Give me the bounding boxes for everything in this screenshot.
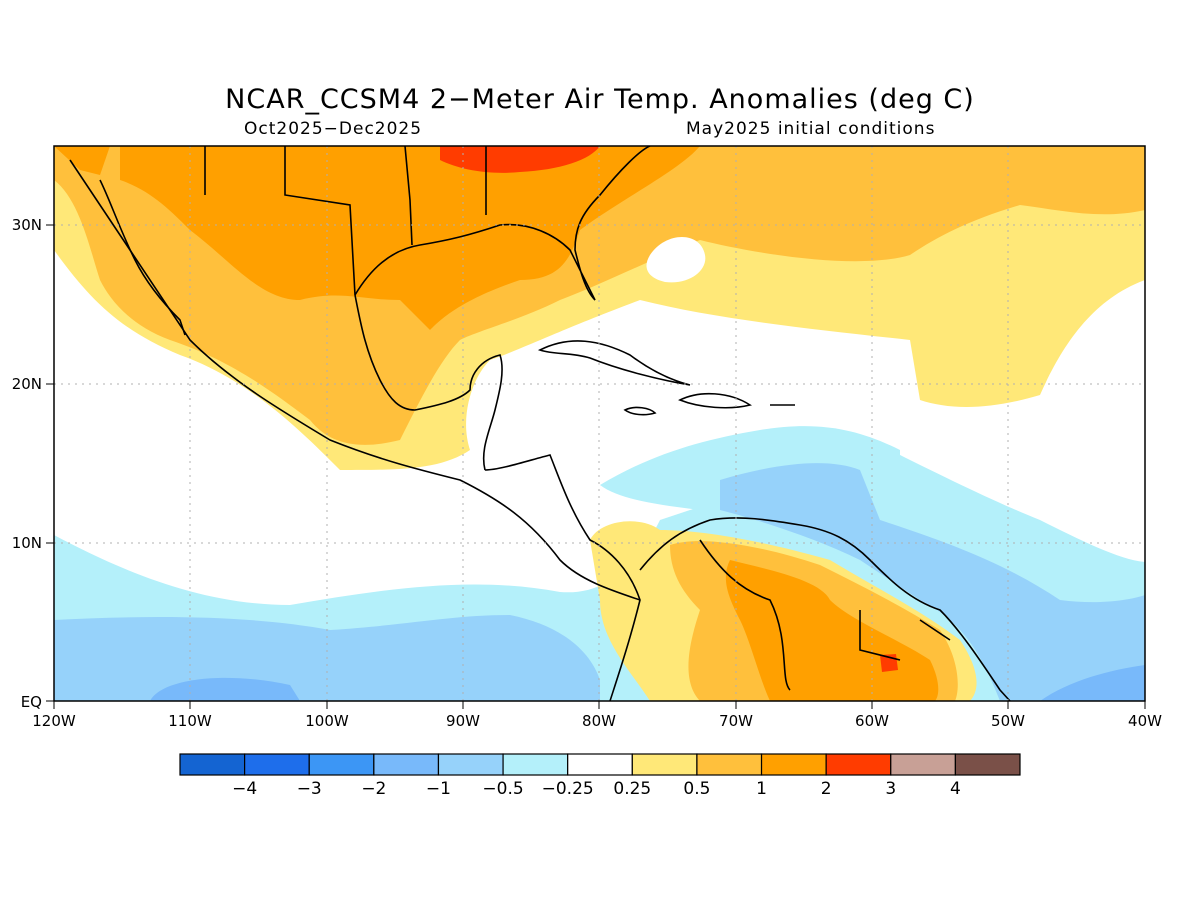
colorbar-label: 4 xyxy=(950,779,961,799)
map-title: NCAR_CCSM4 2−Meter Air Temp. Anomalies (… xyxy=(225,84,975,115)
anomaly-fields xyxy=(54,146,1145,701)
colorbar-swatch xyxy=(760,753,827,776)
colorbar-label: −3 xyxy=(297,779,322,799)
colorbar-label: −1 xyxy=(426,779,451,799)
tick-marks xyxy=(46,224,1146,709)
neutral-bahamas xyxy=(646,236,706,283)
colorbar-swatch xyxy=(373,753,440,776)
longitude-labels: 120W 110W 100W 90W 80W 70W 60W 50W 40W xyxy=(32,712,1162,730)
forecast-period: Oct2025−Dec2025 xyxy=(244,119,423,139)
lat-label: 20N xyxy=(12,375,42,393)
colorbar-swatch xyxy=(502,753,569,776)
colorbar-swatch xyxy=(437,753,504,776)
pos-north-strong xyxy=(120,146,700,330)
pos-north-red xyxy=(440,146,600,173)
lat-label: EQ xyxy=(21,693,42,711)
lon-label: 80W xyxy=(582,712,616,730)
colorbar-swatch xyxy=(696,753,763,776)
pos-north-strong-2 xyxy=(54,146,110,175)
latitude-labels: 30N 20N 10N EQ xyxy=(12,216,42,711)
lon-label: 120W xyxy=(32,712,76,730)
neg-atlantic-strong xyxy=(1040,665,1145,701)
lat-label: 10N xyxy=(12,534,42,552)
colorbar-label: −0.25 xyxy=(542,779,594,799)
colorbar-label: −0.5 xyxy=(482,779,523,799)
colorbar-label: −2 xyxy=(361,779,386,799)
gridlines xyxy=(54,146,1145,701)
lon-label: 110W xyxy=(168,712,212,730)
lon-label: 50W xyxy=(991,712,1025,730)
colorbar-label: 3 xyxy=(885,779,896,799)
colorbar-swatch xyxy=(567,753,633,776)
colorbar-label: −4 xyxy=(232,779,257,799)
neg-band-strong xyxy=(150,677,300,701)
lon-label: 40W xyxy=(1128,712,1162,730)
colorbar-label: 0.5 xyxy=(683,779,710,799)
colorbar-swatch xyxy=(244,753,310,776)
colorbar-swatch xyxy=(308,753,375,776)
initial-conditions: May2025 initial conditions xyxy=(686,119,936,139)
colorbar-swatch xyxy=(890,753,956,776)
colorbar-label: 0.25 xyxy=(613,779,651,799)
colorbar-swatch xyxy=(179,753,246,776)
colorbar: −4 −3 −2 −1 −0.5 −0.25 0.25 0.5 1 2 3 4 xyxy=(179,753,1021,799)
colorbar-swatch xyxy=(631,753,698,776)
colorbar-swatch xyxy=(825,753,892,776)
coastlines xyxy=(69,146,1011,701)
lon-label: 70W xyxy=(719,712,753,730)
colorbar-label: 2 xyxy=(821,779,832,799)
neg-caribbean-mid xyxy=(720,463,1145,701)
lon-label: 100W xyxy=(305,712,349,730)
colorbar-label: 1 xyxy=(756,779,767,799)
colorbar-swatch xyxy=(954,753,1021,776)
lon-label: 60W xyxy=(855,712,889,730)
lon-label: 90W xyxy=(446,712,480,730)
lat-label: 30N xyxy=(12,216,42,234)
